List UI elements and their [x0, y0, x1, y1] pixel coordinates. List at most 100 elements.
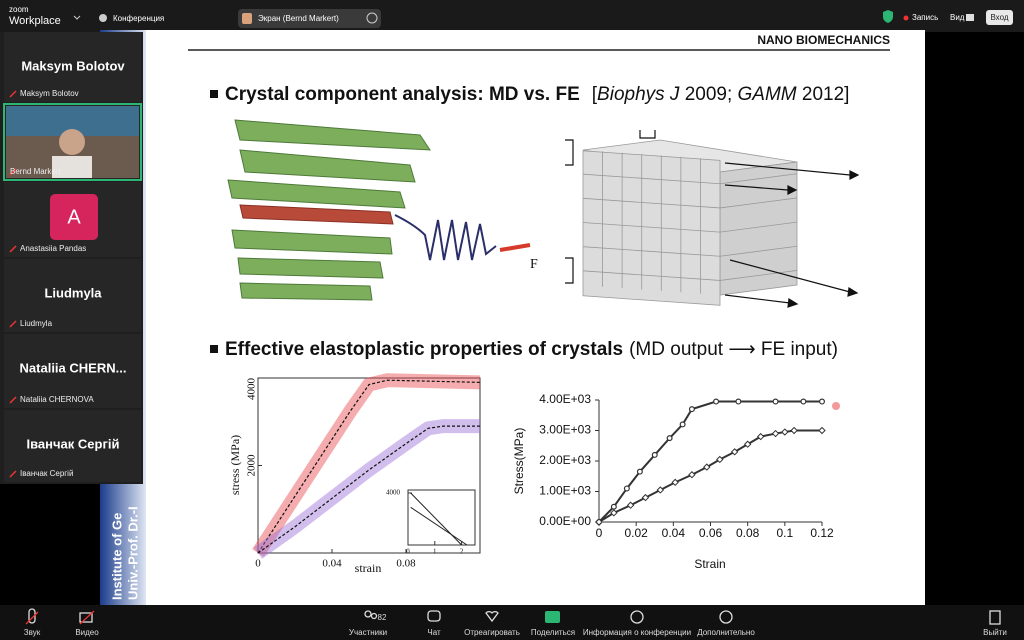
participants-count: 82: [378, 613, 387, 622]
marker: [679, 421, 686, 428]
security-icon: [883, 10, 893, 23]
x-axis-label: Strain: [694, 557, 725, 571]
marker: [636, 468, 643, 475]
y-tick-label: 4000: [246, 378, 258, 401]
enter-label: Вход: [990, 13, 1008, 22]
participant-tile: [4, 334, 141, 408]
mic-muted: [9, 470, 17, 478]
mesh-line: [582, 246, 721, 257]
conference-menu[interactable]: Конференция: [113, 14, 164, 23]
x-tick-label: 0.08: [736, 526, 760, 540]
marker: [623, 485, 630, 492]
mesh-line: [582, 222, 721, 233]
marker: [772, 398, 779, 405]
participant-label: Іванчак Сергій: [20, 469, 73, 478]
top-bar: [0, 0, 1024, 32]
marker: [781, 428, 789, 436]
leave-button[interactable]: Выйти: [983, 628, 1007, 637]
mesh-line: [719, 197, 798, 209]
participant-name: Maksym Bolotov: [21, 58, 125, 73]
slide-header: NANO BIOMECHANICS: [757, 33, 890, 47]
side-text: Institute of Ge: [109, 513, 124, 600]
x-tick-label: 0: [596, 526, 603, 540]
participant-tile: [4, 410, 141, 482]
ref: 2012]: [797, 84, 850, 105]
marker: [688, 471, 696, 479]
participants-button[interactable]: Участники: [349, 628, 387, 637]
marker: [610, 503, 617, 510]
chevron[interactable]: [73, 15, 81, 20]
participant-tile: [4, 32, 141, 102]
x-tick-label: 0.04: [322, 558, 342, 570]
mesh-line: [719, 245, 798, 257]
mic-muted: [9, 90, 17, 98]
marker: [800, 398, 807, 405]
marker: [671, 478, 679, 487]
bullet: [210, 90, 218, 98]
share-pill[interactable]: [238, 9, 381, 28]
marker: [743, 440, 752, 448]
series-line: [410, 506, 468, 546]
more-button[interactable]: Дополнительно: [697, 628, 755, 637]
video-button[interactable]: Видео: [75, 628, 99, 637]
marker: [818, 426, 826, 435]
x-tick-label: 2: [460, 548, 464, 556]
y-tick-label: 2.00E+03: [539, 453, 591, 467]
participant-label: Bernd Markert: [10, 167, 61, 176]
y-tick-label: 1.00E+03: [539, 484, 591, 498]
marker: [626, 501, 635, 509]
participant-label: Maksym Bolotov: [20, 89, 79, 98]
record-label: Запись: [912, 13, 938, 22]
marker: [756, 432, 765, 441]
react-button[interactable]: Отреагировать: [464, 628, 520, 637]
y-tick-label: 4.00E+03: [539, 392, 591, 406]
fe-mesh: [582, 139, 798, 306]
y-tick-label: 3.00E+03: [539, 423, 591, 437]
avatar-letter: A: [67, 206, 81, 228]
marker: [703, 463, 711, 471]
marker: [771, 429, 780, 438]
mesh-line: [582, 197, 721, 209]
bullet-1: Crystal component analysis: MD vs. FE [Bi…: [225, 84, 849, 105]
marker: [651, 451, 658, 458]
marker: [713, 398, 720, 405]
series-line: [257, 425, 480, 554]
y-tick-label: 4000: [386, 489, 401, 497]
series-line: [410, 492, 462, 546]
participant-name: Іванчак Сергій: [27, 436, 120, 451]
marker: [735, 398, 742, 405]
share-options[interactable]: [366, 12, 378, 24]
x-tick-label: 0.02: [624, 526, 648, 540]
x-tick-label: 0.04: [662, 526, 686, 540]
enter-button[interactable]: [986, 10, 1013, 25]
x-tick-label: 0: [406, 548, 410, 556]
x-tick-label: 0: [255, 558, 261, 570]
marker: [818, 398, 825, 405]
side-text: Univ.-Prof. Dr.-I: [125, 506, 140, 600]
mesh-line: [719, 221, 798, 233]
share-avatar: [242, 13, 252, 24]
info-button[interactable]: Информация о конференции: [583, 628, 691, 637]
y-tick-label: 0.00E+00: [539, 514, 591, 528]
bullet-note: (MD output ⟶ FE input): [629, 339, 838, 360]
ref: 2009;: [679, 84, 737, 105]
x-tick-label: 0.06: [699, 526, 723, 540]
marker: [656, 486, 665, 494]
avatar: [50, 194, 98, 240]
view-button[interactable]: Вид: [950, 13, 965, 22]
toolbar: [0, 605, 1024, 640]
chat-button[interactable]: Чат: [427, 628, 441, 637]
y-tick-label: 2000: [246, 454, 258, 477]
audio-button[interactable]: Звук: [24, 628, 41, 637]
record-dot: [903, 15, 909, 21]
marker: [641, 493, 650, 502]
force-label: F: [530, 257, 538, 272]
video-person: [52, 156, 92, 178]
series-line: [257, 379, 481, 554]
mic-muted: [9, 320, 17, 328]
mesh-line: [719, 270, 798, 281]
bullet-2: Effective elastoplastic properties of cr…: [225, 339, 838, 360]
crystal-illustration: [227, 119, 531, 301]
share-button[interactable]: Поделиться: [531, 628, 575, 637]
mic-muted: [9, 396, 17, 404]
